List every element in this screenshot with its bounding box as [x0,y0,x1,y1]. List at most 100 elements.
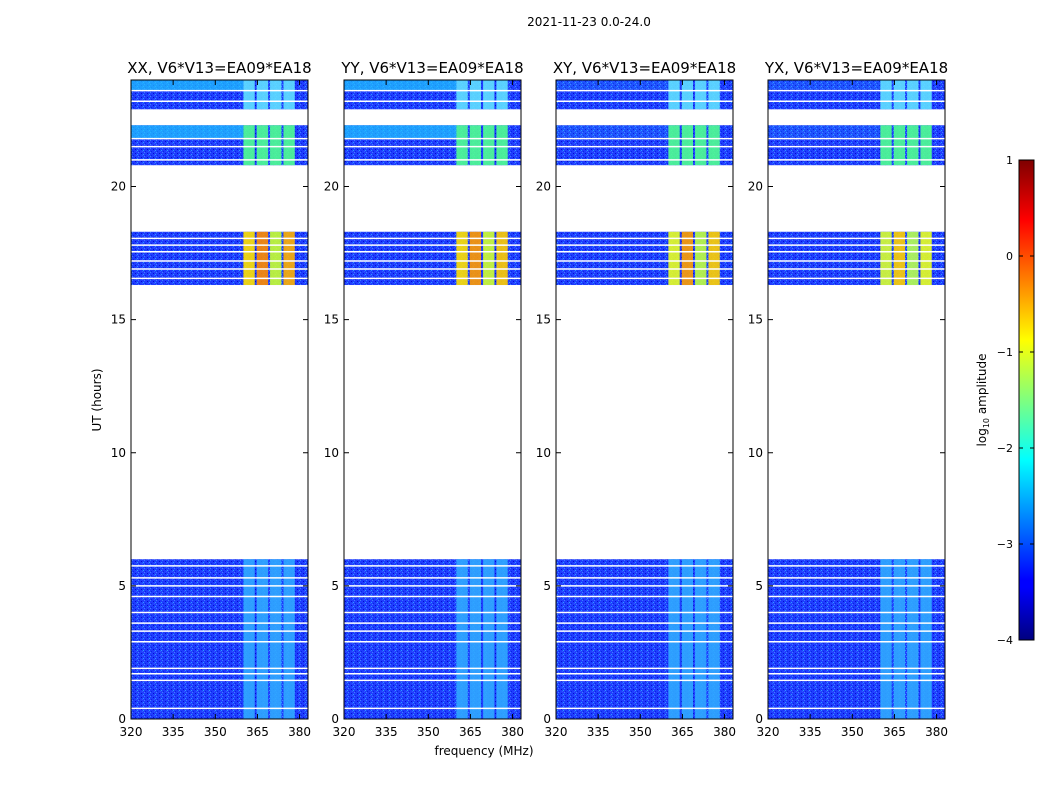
panel-frame [555,79,734,720]
x-tick-label: 380 [288,725,311,739]
data-block [768,231,945,286]
rfi-channel [681,80,694,110]
data-block [344,559,521,719]
panel-yy: YY, V6*V13=EA09*EA18 320 335 350 365 380 0 5 10 1… [324,59,524,739]
rfi-channel [920,231,932,286]
y-tick-label: 10 [111,446,126,460]
panel-xx: XX, V6*V13=EA09*EA18 320 335 350 365 380 0 5 10 1… [111,59,312,739]
x-tick-label: 350 [841,725,864,739]
panel-xy: XY, V6*V13=EA09*EA18 320 335 350 365 380 0 5 10 1… [536,59,736,739]
colorbar-tick-label: 0 [1006,250,1013,263]
rfi-channel [496,231,508,286]
colorbar-label-rest: amplitude [975,354,989,418]
panel-frame [130,79,309,720]
rfi-channel [668,559,680,719]
y-tick-label: 5 [755,579,763,593]
rfi-channel [469,80,482,110]
rfi-channel [283,559,295,719]
data-haze [768,125,881,140]
panel-frame [343,79,522,720]
colorbar-label: log10 amplitude [975,354,991,447]
data-haze [344,125,457,140]
rfi-channel [483,80,495,110]
x-tick-label: 365 [459,725,482,739]
rfi-channel [456,80,468,110]
y-tick-label: 0 [755,712,763,726]
rfi-channel [243,559,255,719]
panel-title: YY, V6*V13=EA09*EA18 [340,59,523,77]
y-tick-label: 10 [324,446,339,460]
rfi-channel [456,559,468,719]
rfi-channel [270,231,282,286]
rfi-channel [668,231,680,286]
x-tick-label: 335 [162,725,185,739]
panel-title: XY, V6*V13=EA09*EA18 [553,59,736,77]
rfi-channel [243,231,255,286]
colorbar-tick-label: −3 [997,538,1013,551]
x-tick-label: 350 [204,725,227,739]
y-tick-label: 20 [536,180,551,194]
y-tick-label: 5 [331,579,339,593]
rfi-channel [283,231,295,286]
rfi-channel [456,231,468,286]
colorbar-tick-label: −4 [997,634,1013,647]
rfi-channel [270,80,282,110]
data-haze [131,80,244,91]
x-tick-label: 380 [925,725,948,739]
data-haze [131,125,244,140]
y-tick-label: 20 [324,180,339,194]
rfi-channel [256,231,269,286]
rfi-channel [695,80,707,110]
rfi-channel [893,231,906,286]
figure-suptitle: 2021-11-23 0.0-24.0 [527,15,651,29]
colorbar-tick-label: −1 [997,346,1013,359]
rfi-channel [681,559,694,719]
rfi-channel [708,231,720,286]
rfi-channel [483,231,495,286]
rfi-channel [880,125,892,166]
rfi-channel [920,125,932,166]
data-haze [344,80,457,91]
x-tick-label: 320 [757,725,780,739]
rfi-channel [256,559,269,719]
y-tick-label: 15 [111,313,126,327]
data-block [131,231,308,286]
data-block [131,559,308,719]
x-tick-label: 365 [671,725,694,739]
rfi-channel [695,231,707,286]
x-tick-label: 380 [713,725,736,739]
y-tick-label: 20 [748,180,763,194]
rfi-channel [893,80,906,110]
data-block [556,231,733,286]
colorbar-gradient [1018,159,1035,641]
rfi-channel [243,80,255,110]
rfi-channel [469,231,482,286]
rfi-channel [496,559,508,719]
y-tick-label: 10 [748,446,763,460]
rfi-channel [456,125,468,166]
panel-frame [767,79,946,720]
rfi-channel [483,125,495,166]
rfi-channel [893,125,906,166]
y-tick-label: 5 [543,579,551,593]
rfi-channel [907,125,919,166]
rfi-channel [880,559,892,719]
rfi-channel [880,231,892,286]
x-tick-label: 350 [629,725,652,739]
rfi-channel [708,125,720,166]
x-tick-label: 365 [246,725,269,739]
rfi-channel [496,125,508,166]
x-tick-label: 320 [120,725,143,739]
x-tick-label: 380 [501,725,524,739]
y-tick-label: 0 [118,712,126,726]
rfi-channel [880,80,892,110]
colorbar-label-subscript: 10 [982,418,991,428]
y-tick-label: 10 [536,446,551,460]
y-tick-label: 15 [536,313,551,327]
y-tick-label: 20 [111,180,126,194]
data-haze [556,80,669,91]
rfi-channel [483,559,495,719]
x-tick-label: 335 [799,725,822,739]
data-haze [768,80,881,91]
